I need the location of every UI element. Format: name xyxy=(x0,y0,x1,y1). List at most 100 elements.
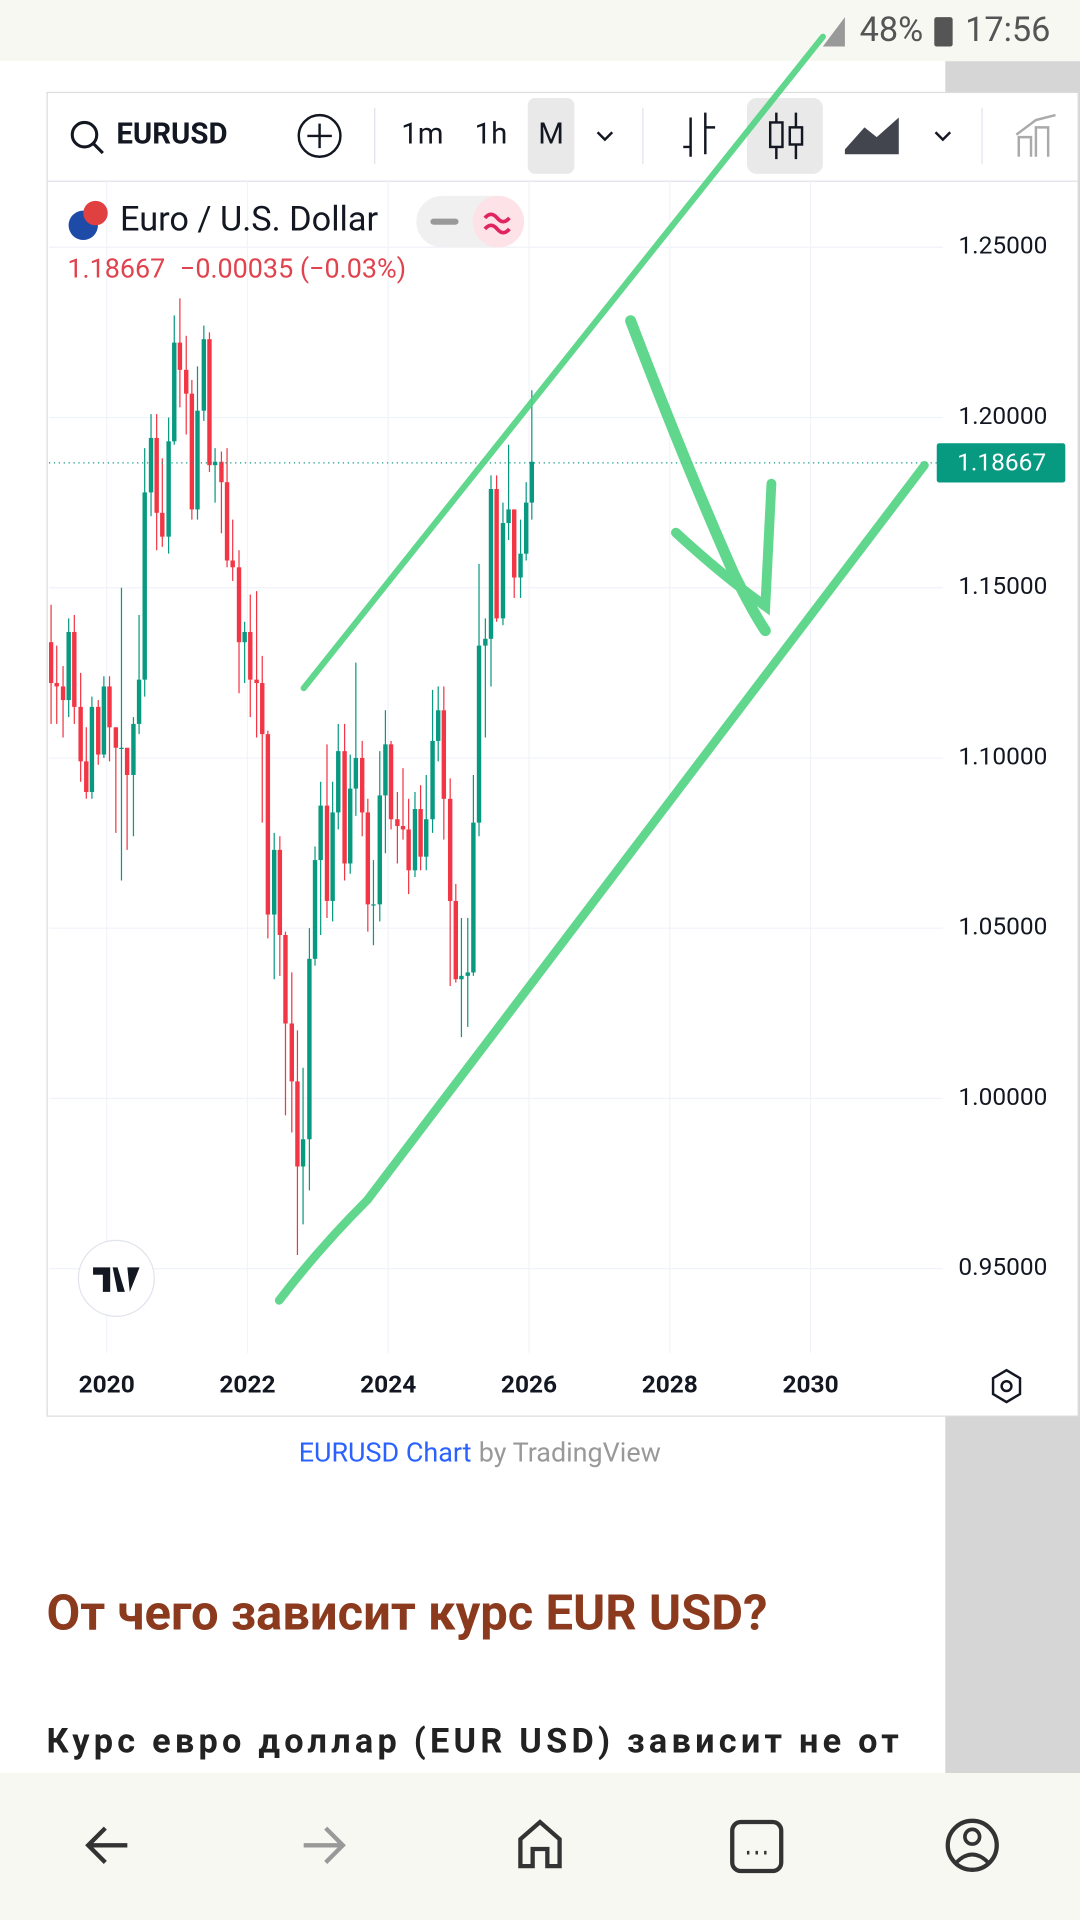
candle-body xyxy=(283,934,288,1024)
candle-body xyxy=(312,860,318,959)
candle-body xyxy=(260,683,265,735)
x-tick-label: 2020 xyxy=(79,1370,135,1399)
candle-body xyxy=(483,638,488,646)
back-button[interactable] xyxy=(85,1826,128,1864)
candle-body xyxy=(166,441,171,537)
candle-body xyxy=(72,631,77,707)
interval-button[interactable]: M xyxy=(538,118,564,152)
candle-body xyxy=(512,509,517,578)
search-icon-handle xyxy=(91,142,104,155)
bars-icon[interactable] xyxy=(683,112,716,157)
candle-body xyxy=(318,805,323,861)
profile-head xyxy=(963,1827,982,1846)
trend-line xyxy=(300,33,826,692)
candle-body xyxy=(441,710,447,799)
y-tick-label: 1.05000 xyxy=(958,912,1047,941)
arrow-shaft xyxy=(625,315,771,637)
settings-icon-dot xyxy=(1000,1380,1013,1393)
candle-body xyxy=(295,1081,300,1167)
candle-body xyxy=(435,710,441,741)
candle-body xyxy=(54,683,59,687)
dropdown-icon[interactable] xyxy=(596,131,614,142)
candle-body xyxy=(377,795,382,905)
plus-icon xyxy=(307,123,332,149)
last-price-label: 1.18667 xyxy=(957,448,1046,477)
interval-button[interactable]: 1h xyxy=(475,118,508,152)
symbol[interactable]: EURUSD xyxy=(116,118,227,152)
plot-area: 0.95000 1.00000 1.05000 1.10000 1.15000 1.200… xyxy=(48,181,1066,1399)
candle-body xyxy=(506,509,511,524)
battery-icon xyxy=(934,17,953,47)
caption: EURUSD Chart xyxy=(299,1437,472,1469)
candle-body xyxy=(342,751,347,864)
dropdown-icon[interactable] xyxy=(934,131,952,142)
candle-body xyxy=(189,393,195,510)
candle-body xyxy=(424,819,429,857)
y-tick-label: 1.20000 xyxy=(958,401,1047,430)
candle-body xyxy=(465,972,470,976)
candle-body xyxy=(142,492,147,680)
forward-button[interactable] xyxy=(303,1826,346,1864)
candle-body xyxy=(154,437,159,513)
y-tick-label: 0.95000 xyxy=(958,1252,1047,1281)
profile-body xyxy=(955,1852,990,1864)
symbol-title: Euro / U.S. Dollar xyxy=(120,200,379,240)
indicators-icon[interactable] xyxy=(1015,113,1056,157)
us-flag xyxy=(83,200,108,226)
status-wave xyxy=(483,212,511,235)
candle-body xyxy=(336,751,341,813)
candle-body xyxy=(219,461,224,483)
candle-body xyxy=(207,339,212,466)
candle-body xyxy=(371,904,376,906)
candle-body xyxy=(195,410,200,510)
candle-body xyxy=(78,706,83,762)
x-tick-label: 2024 xyxy=(360,1370,416,1399)
candle-body xyxy=(529,461,535,503)
candle-body xyxy=(395,819,400,827)
candle-icon[interactable] xyxy=(768,121,784,149)
signal-icon xyxy=(822,17,845,47)
candle-body xyxy=(84,761,89,792)
caption-by-text: by TradingView xyxy=(479,1437,661,1469)
candle-body xyxy=(383,744,388,796)
chart-widget xyxy=(46,91,1079,1417)
candle-body xyxy=(406,829,411,871)
settings-icon[interactable] xyxy=(991,1368,1022,1404)
battery-percent: 48% xyxy=(860,10,924,50)
trend-line xyxy=(274,461,929,1305)
candle-body xyxy=(476,645,482,823)
candle-body xyxy=(230,560,235,568)
tabs-button[interactable] xyxy=(730,1819,784,1874)
candle-body xyxy=(236,567,242,643)
candle-body xyxy=(101,686,107,755)
nav-bar xyxy=(0,1773,1080,1920)
candle-body xyxy=(459,975,464,980)
caption-by: by TradingView xyxy=(479,1437,661,1469)
candle-body xyxy=(172,342,177,442)
compare-button[interactable] xyxy=(297,113,342,158)
profile-button[interactable] xyxy=(945,1818,999,1872)
candle-body xyxy=(212,461,218,466)
candle-body xyxy=(518,553,523,578)
last-price-badge xyxy=(936,443,1066,483)
caption-link[interactable]: EURUSD Chart xyxy=(299,1437,472,1469)
candle-body xyxy=(131,723,136,775)
candle-body xyxy=(201,339,207,411)
area-icon[interactable] xyxy=(844,117,899,155)
status-bar xyxy=(0,0,1080,62)
candle-body xyxy=(96,706,101,755)
candle-body xyxy=(388,744,394,820)
x-tick-label: 2030 xyxy=(782,1370,838,1399)
home-button[interactable] xyxy=(518,1819,562,1869)
x-tick-label: 2028 xyxy=(642,1370,698,1399)
candle-body xyxy=(60,686,66,701)
candle-body xyxy=(359,757,365,813)
interval-button[interactable]: 1m xyxy=(401,118,443,152)
search-icon[interactable] xyxy=(70,120,99,149)
candle-body xyxy=(277,849,283,935)
candle-body xyxy=(494,488,499,619)
last-price: 1.18667 xyxy=(67,253,165,285)
logo-shape xyxy=(93,1267,140,1292)
candle-body xyxy=(66,631,71,701)
